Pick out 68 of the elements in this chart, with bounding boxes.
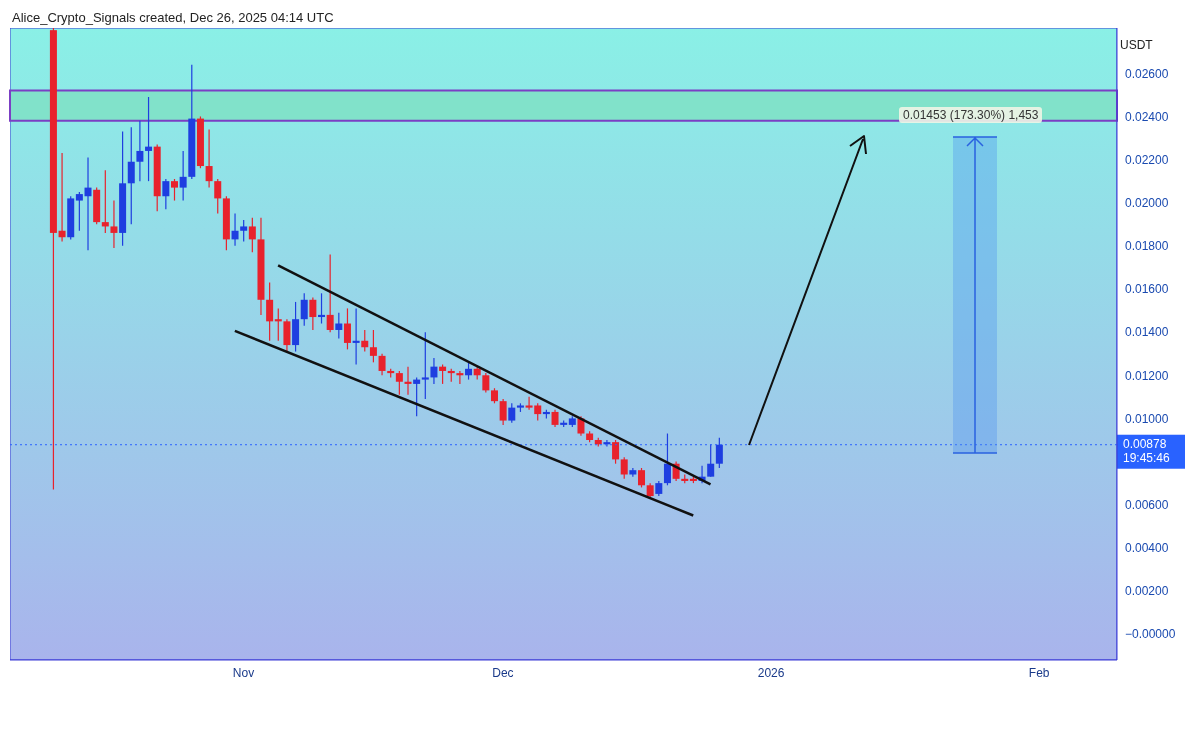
y-tick-label: 0.00400 <box>1125 541 1169 556</box>
candlestick <box>58 152 66 243</box>
y-tick-label: 0.01400 <box>1125 325 1169 340</box>
candlestick <box>369 329 377 363</box>
candlestick <box>707 443 715 478</box>
y-tick-label: 0.02400 <box>1125 109 1169 124</box>
x-tick-label: Feb <box>1028 665 1050 680</box>
candlestick <box>179 150 187 202</box>
candlestick <box>240 219 248 243</box>
candlestick <box>439 363 447 385</box>
candlestick <box>309 297 317 331</box>
candlestick <box>361 329 369 353</box>
candlestick <box>378 353 386 376</box>
candlestick <box>127 126 135 225</box>
y-tick-label: 0.00200 <box>1125 584 1169 599</box>
candlestick <box>274 307 282 342</box>
y-tick-label: 0.02200 <box>1125 152 1169 167</box>
candlestick <box>421 331 429 400</box>
candlestick <box>283 318 291 353</box>
candlestick <box>413 376 421 417</box>
candlestick <box>145 96 153 182</box>
candlestick <box>318 292 326 325</box>
candlestick <box>499 398 507 426</box>
candlestick <box>620 456 628 480</box>
candlestick <box>266 281 274 342</box>
candlestick <box>612 439 620 465</box>
chart-title: Alice_Crypto_Signals created, Dec 26, 2025 04:14 UTC <box>12 10 334 25</box>
candlestick <box>395 370 403 396</box>
candlestick <box>231 212 239 247</box>
y-tick-label: 0.02600 <box>1125 66 1169 81</box>
candlestick <box>482 372 490 394</box>
candlestick <box>300 292 308 327</box>
candlestick <box>352 307 360 366</box>
candlestick <box>715 437 723 469</box>
candlestick <box>629 467 637 478</box>
y-tick-label: 0.01800 <box>1125 239 1169 254</box>
y-tick-label: −0.00000 <box>1125 627 1176 642</box>
candlestick <box>248 217 256 253</box>
y-axis-title: USDT <box>1120 38 1153 52</box>
y-tick-label: 0.00600 <box>1125 497 1169 512</box>
y-tick-label: 0.01600 <box>1125 282 1169 297</box>
candlestick <box>110 199 118 249</box>
candlestick <box>162 178 170 210</box>
candlestick <box>430 357 438 385</box>
candlestick <box>101 169 109 234</box>
y-tick-label: 0.02000 <box>1125 195 1169 210</box>
annotation: 0.01453 (173.30%) 1,453 <box>899 107 1043 123</box>
candlestick <box>136 120 144 182</box>
y-tick-label: 0.01000 <box>1125 411 1169 426</box>
candlestick <box>214 178 222 215</box>
x-tick-label: Dec <box>492 665 514 680</box>
x-tick-label: Nov <box>232 665 255 680</box>
candlestick <box>577 415 585 437</box>
candlestick <box>508 402 516 424</box>
candlestick <box>75 191 83 232</box>
y-tick-label: 0.01200 <box>1125 368 1169 383</box>
ref-line-label: 0.00878 19:45:46 <box>1123 436 1171 465</box>
candlestick <box>335 312 343 340</box>
candlestick <box>326 253 334 333</box>
candlestick <box>456 370 464 385</box>
candlestick <box>84 156 92 251</box>
candlestick <box>404 366 412 396</box>
candlestick <box>205 128 213 189</box>
candlestick <box>343 307 351 350</box>
candlestick <box>638 467 646 489</box>
x-tick-label: 2026 <box>757 665 785 680</box>
candlestick <box>171 178 178 202</box>
candlestick <box>663 432 671 486</box>
